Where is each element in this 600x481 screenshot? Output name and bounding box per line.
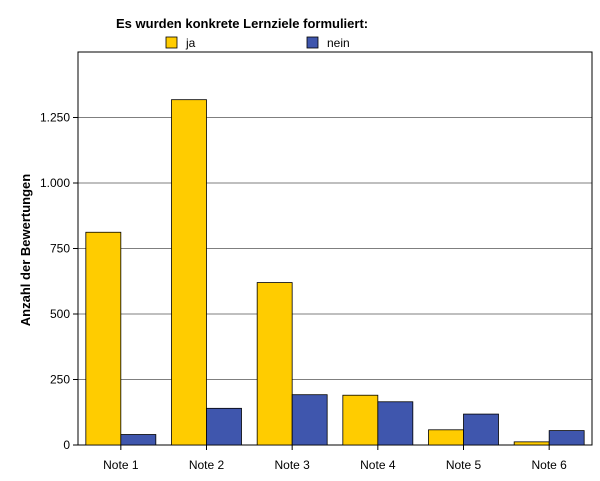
bar-nein-note-6 <box>548 430 585 446</box>
bar-ja-note-4 <box>342 394 379 446</box>
x-tick-label: Note 5 <box>446 458 482 472</box>
bar-ja-note-3 <box>256 282 293 446</box>
legend: Es wurden konkrete Lernziele formuliert:… <box>116 16 368 50</box>
y-tick-label: 1.250 <box>40 111 70 125</box>
bar-nein-note-2 <box>206 407 242 446</box>
bar-ja-note-2 <box>171 99 207 446</box>
bar-nein-note-4 <box>377 401 414 446</box>
bar-ja-note-1 <box>85 231 122 446</box>
bar-nein-note-5 <box>463 413 499 446</box>
bar-nein-note-1 <box>120 434 157 446</box>
y-tick-label: 1.000 <box>40 176 70 190</box>
x-tick-label: Note 1 <box>103 458 139 472</box>
y-tick-label: 500 <box>50 307 70 321</box>
y-axis-label: Anzahl der Bewertungen <box>18 174 33 326</box>
y-tick-label: 0 <box>63 438 70 452</box>
bar-ja-note-5 <box>428 429 464 446</box>
legend-swatch-nein <box>306 36 319 49</box>
bar-ja-note-6 <box>513 441 550 446</box>
x-tick-label: Note 2 <box>189 458 225 472</box>
grid <box>78 117 592 380</box>
y-tick-label: 250 <box>50 373 70 387</box>
x-tick-label: Note 6 <box>531 458 567 472</box>
bar-nein-note-3 <box>291 394 328 446</box>
legend-label-nein: nein <box>327 36 350 50</box>
legend-label-ja: ja <box>185 36 196 50</box>
bars <box>85 99 585 446</box>
x-tick-label: Note 3 <box>274 458 310 472</box>
x-axis: Note 1 Note 2 Note 3 Note 4 Note 5 Note 6 <box>103 445 567 472</box>
legend-swatch-ja <box>165 36 178 49</box>
y-tick-label: 750 <box>50 242 70 256</box>
y-axis: 0 250 500 750 1.000 1.250 <box>40 111 78 452</box>
legend-title: Es wurden konkrete Lernziele formuliert: <box>116 16 368 31</box>
x-tick-label: Note 4 <box>360 458 396 472</box>
